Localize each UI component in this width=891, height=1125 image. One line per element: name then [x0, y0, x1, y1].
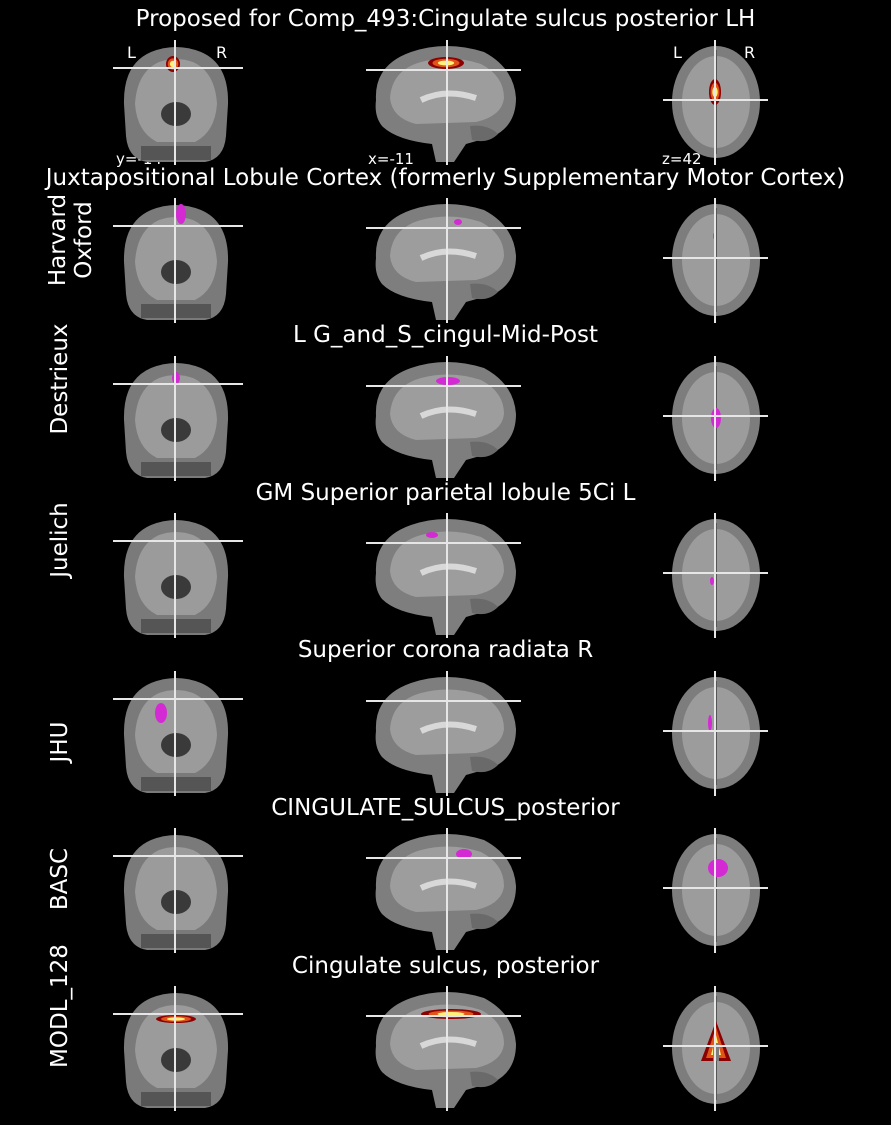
heat-overlay-region	[166, 56, 180, 72]
crosshair	[113, 828, 243, 953]
sagittal-view-row-2	[366, 356, 521, 481]
row-label-jhu: JHU	[47, 721, 73, 763]
crosshair	[113, 40, 243, 165]
row-label-juelich: Juelich	[47, 502, 73, 578]
atlas-overlay-region	[454, 219, 462, 225]
axial-coordinate: z=42	[662, 150, 702, 168]
crosshair	[366, 356, 521, 481]
coronal-view-row-2	[113, 356, 243, 481]
sagittal-view-row-0	[366, 40, 521, 165]
sagittal-brain-slice	[375, 204, 516, 320]
row-label-modl: MODL_128	[47, 944, 73, 1068]
atlas-overlay-region	[708, 715, 712, 731]
row-label-destrieux: Destrieux	[47, 323, 73, 435]
crosshair	[663, 828, 768, 953]
crosshair	[113, 513, 243, 638]
coronal-right-marker: R	[216, 43, 228, 62]
axial-right-marker: R	[744, 43, 756, 62]
axial-view-row-6	[663, 986, 768, 1111]
row-title-basc: CINGULATE_SULCUS_posterior	[271, 795, 620, 821]
crosshair	[663, 40, 768, 165]
crosshair	[663, 198, 768, 323]
crosshair	[113, 986, 243, 1111]
row-title-jhu: Superior corona radiata R	[297, 637, 594, 663]
crosshair	[663, 356, 768, 481]
coronal-view-row-5	[113, 828, 243, 953]
heat-overlay-region	[421, 1009, 481, 1019]
crosshair	[113, 671, 243, 796]
row-title-modl: Cingulate sulcus, posterior	[291, 953, 600, 979]
crosshair	[366, 671, 521, 796]
crosshair	[366, 828, 521, 953]
crosshair	[366, 198, 521, 323]
sagittal-view-row-5	[366, 828, 521, 953]
axial-view-row-0	[663, 40, 768, 165]
crosshair	[663, 671, 768, 796]
crosshair	[366, 513, 521, 638]
coronal-view-row-4	[113, 671, 243, 796]
coronal-view-row-1	[113, 198, 243, 323]
crosshair	[663, 986, 768, 1111]
axial-view-row-3	[663, 513, 768, 638]
row-title-juelich: GM Superior parietal lobule 5Ci L	[255, 480, 636, 506]
sagittal-brain-slice	[375, 519, 516, 635]
coronal-left-marker: L	[127, 43, 136, 62]
axial-view-row-2	[663, 356, 768, 481]
sagittal-view-row-4	[366, 671, 521, 796]
axial-view-row-5	[663, 828, 768, 953]
crosshair	[366, 986, 521, 1111]
atlas-overlay-region	[456, 849, 472, 859]
axial-left-marker: L	[673, 43, 682, 62]
sagittal-view-row-3	[366, 513, 521, 638]
row-title-harvard-oxford: Juxtapositional Lobule Cortex (formerly …	[45, 165, 846, 191]
row-title-destrieux: L G_and_S_cingul-Mid-Post	[292, 322, 599, 348]
sagittal-brain-slice	[375, 677, 516, 793]
figure-title: Proposed for Comp_493:Cingulate sulcus p…	[135, 6, 756, 32]
sagittal-view-row-6	[366, 986, 521, 1111]
sagittal-view-row-1	[366, 198, 521, 323]
atlas-overlay-region	[426, 532, 438, 538]
sagittal-coordinate: x=-11	[368, 150, 414, 168]
sagittal-brain-slice	[375, 834, 516, 950]
crosshair	[366, 40, 521, 165]
axial-view-row-4	[663, 671, 768, 796]
atlas-overlay-region	[176, 204, 186, 224]
coronal-view-row-6	[113, 986, 243, 1111]
crosshair	[113, 356, 243, 481]
atlas-overlay-region	[155, 703, 167, 723]
axial-view-row-1	[663, 198, 768, 323]
atlas-overlay-region	[710, 577, 714, 585]
sagittal-brain-slice	[375, 992, 516, 1108]
coronal-view-row-0	[113, 40, 243, 165]
crosshair	[113, 198, 243, 323]
atlas-overlay-region	[708, 859, 728, 877]
crosshair	[663, 513, 768, 638]
coronal-view-row-3	[113, 513, 243, 638]
row-label-harvard-oxford: Harvard Oxford	[45, 193, 97, 287]
